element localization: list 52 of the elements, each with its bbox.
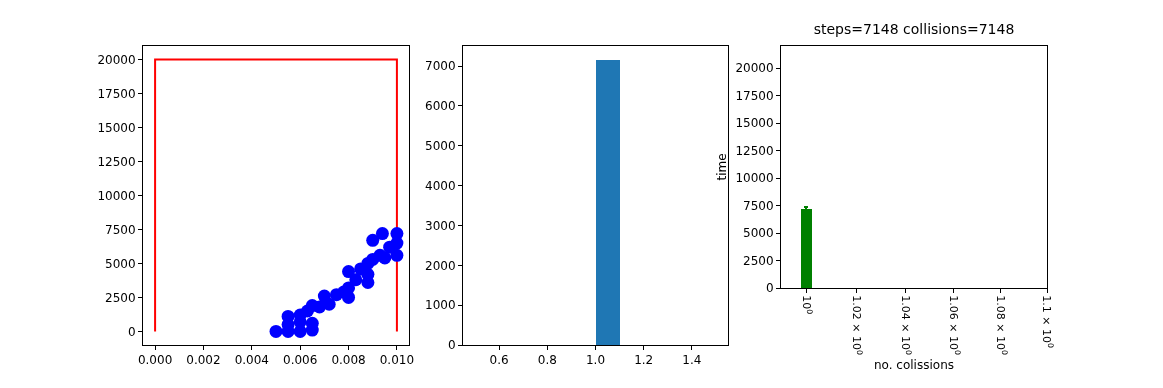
y-tick-label: 0 <box>447 338 456 353</box>
x-tick-label: 1.0 <box>585 353 606 368</box>
y-tick-label: 5000 <box>743 226 774 241</box>
y-tick-label: 5000 <box>425 139 456 153</box>
chart-title: steps=7148 collisions=7148 <box>813 21 1015 37</box>
y-tick-label: 12500 <box>735 143 774 158</box>
y-tick-label: 1000 <box>425 298 456 313</box>
point <box>361 267 375 281</box>
x-tick-label: 0.008 <box>331 353 366 368</box>
x-tick-label: 0.004 <box>234 353 269 368</box>
y-axis-title: time <box>714 153 729 181</box>
x-tick-label: 0.8 <box>537 353 557 368</box>
point <box>281 309 295 323</box>
point <box>366 233 380 247</box>
point <box>317 289 331 303</box>
point <box>378 251 392 265</box>
y-tick-label: 10000 <box>735 171 774 186</box>
y-tick-label: 20000 <box>735 61 774 76</box>
x-axis-title: no. colissions <box>873 357 955 372</box>
x-tick-label: 1.2 <box>634 353 654 368</box>
y-tick-label: 20000 <box>97 52 136 67</box>
y-tick-label: 15000 <box>735 116 774 131</box>
point <box>342 265 356 279</box>
y-tick-label: 0 <box>127 324 136 339</box>
y-tick-label: 15000 <box>97 120 136 135</box>
y-tick-label: 10000 <box>97 188 136 203</box>
y-tick-label: 4000 <box>425 178 456 193</box>
x-tick-label: 0.000 <box>137 353 173 368</box>
x-tick-label: 0.010 <box>379 353 415 368</box>
y-tick-label: 7500 <box>105 222 136 237</box>
y-tick-label: 5000 <box>105 256 136 271</box>
point <box>269 324 283 338</box>
x-tick-label: 0.002 <box>186 353 221 368</box>
y-tick-label: 6000 <box>425 99 456 114</box>
point <box>305 299 319 313</box>
y-tick-label: 0 <box>765 281 774 296</box>
y-tick-label: 17500 <box>97 86 136 101</box>
y-tick-label: 12500 <box>97 154 136 169</box>
y-tick-label: 3000 <box>425 218 456 233</box>
y-tick-label: 7000 <box>425 59 456 74</box>
y-tick-label: 2500 <box>105 290 136 305</box>
x-tick-label: 0.006 <box>283 353 318 368</box>
y-tick-label: 2000 <box>425 258 456 273</box>
y-tick-label: 2500 <box>743 253 774 268</box>
point <box>342 281 356 295</box>
x-tick-label: 1.4 <box>682 353 702 368</box>
x-tick-label: 0.6 <box>489 353 509 368</box>
y-tick-label: 17500 <box>735 88 774 103</box>
y-tick-label: 7500 <box>743 198 774 213</box>
point <box>390 248 404 262</box>
point <box>375 227 389 241</box>
point <box>390 236 404 250</box>
